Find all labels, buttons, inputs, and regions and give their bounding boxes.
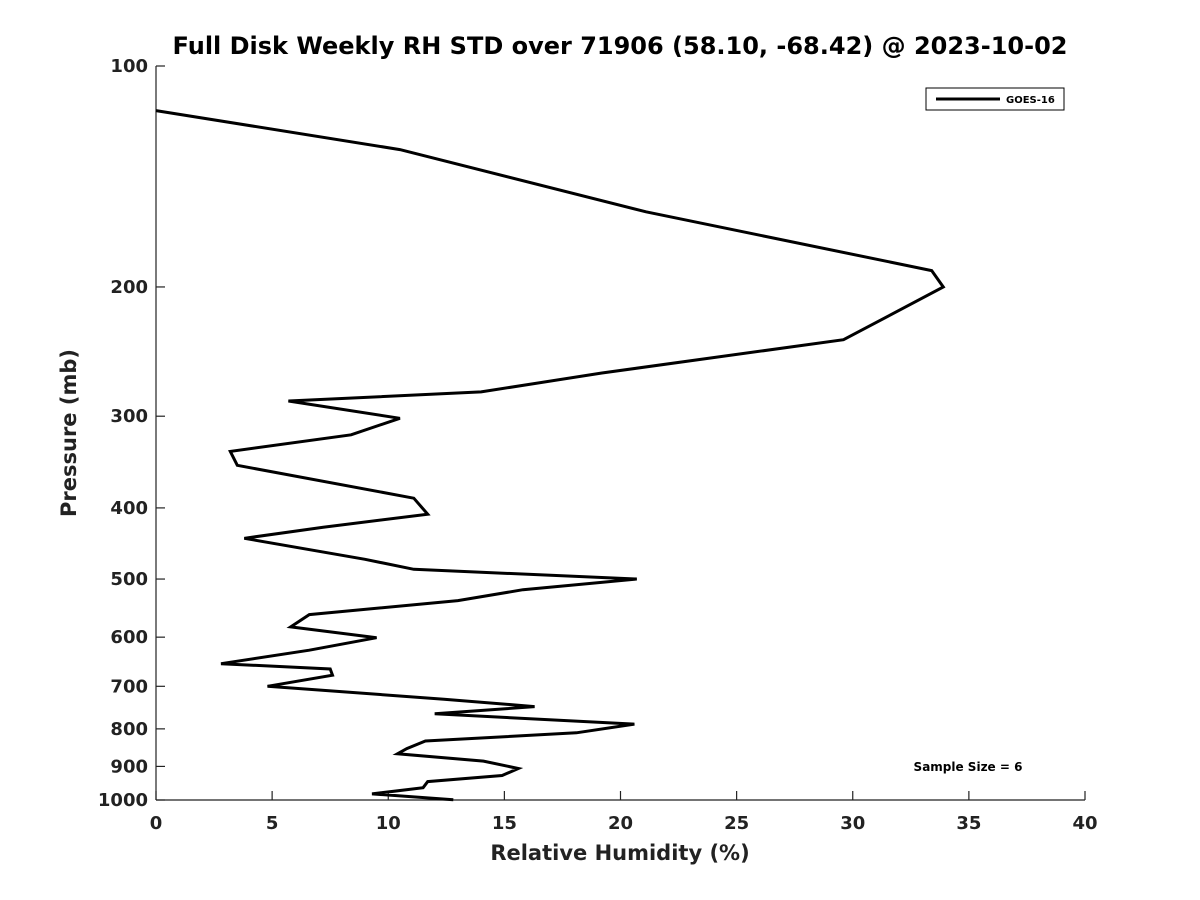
- y-axis-label: Pressure (mb): [57, 349, 81, 517]
- x-axis-label: Relative Humidity (%): [490, 841, 749, 865]
- y-tick-label: 1000: [98, 790, 148, 811]
- x-ticks: 0 5 10 15 20 25 30 35 40: [150, 791, 1098, 834]
- y-tick-label: 100: [110, 56, 148, 77]
- x-tick-label: 25: [724, 813, 749, 834]
- y-tick-label: 600: [110, 627, 148, 648]
- chart-title: Full Disk Weekly RH STD over 71906 (58.1…: [173, 32, 1068, 60]
- y-tick-label: 800: [110, 719, 148, 740]
- legend: GOES-16: [925, 87, 1065, 111]
- x-tick-label: 15: [492, 813, 517, 834]
- x-tick-label: 35: [956, 813, 981, 834]
- sample-size-annotation: Sample Size = 6: [914, 760, 1023, 774]
- x-tick-label: 30: [840, 813, 865, 834]
- legend-label: GOES-16: [1006, 95, 1055, 106]
- y-tick-label: 400: [110, 498, 148, 519]
- x-tick-label: 40: [1072, 813, 1097, 834]
- y-tick-label: 500: [110, 569, 148, 590]
- x-tick-label: 5: [266, 813, 279, 834]
- series-line-goes16: [155, 109, 946, 802]
- y-tick-label: 300: [110, 406, 148, 427]
- x-tick-label: 0: [150, 813, 163, 834]
- plot-axes: [155, 66, 1085, 801]
- x-tick-label: 20: [608, 813, 633, 834]
- y-tick-label: 900: [110, 756, 148, 777]
- y-tick-label: 700: [110, 676, 148, 697]
- x-tick-label: 10: [376, 813, 401, 834]
- y-ticks: 100 200 300 400 500 600 700 800 900 1000: [98, 56, 165, 811]
- y-tick-label: 200: [110, 277, 148, 298]
